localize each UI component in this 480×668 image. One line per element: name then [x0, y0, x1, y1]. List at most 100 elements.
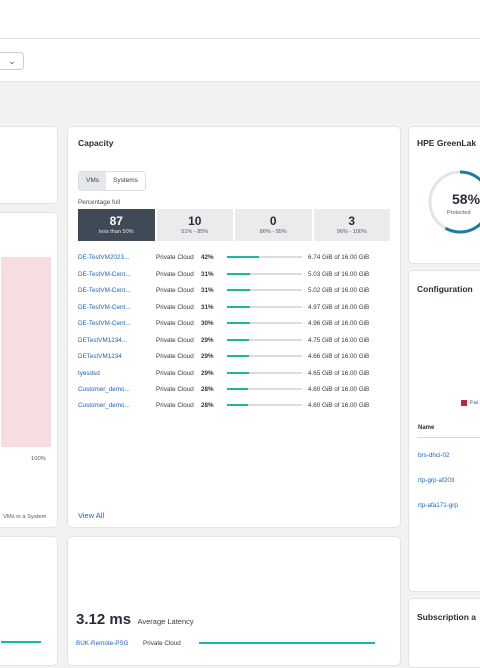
configuration-item-link[interactable]: rtp-afa171-grp: [418, 502, 458, 509]
vm-size: 4.97 GiB of 16.00 GiB: [308, 303, 370, 311]
capacity-row: DE-TestVM-Cent... Private Cloud 31% 5.03…: [78, 268, 390, 280]
header-divider: [417, 437, 480, 438]
usage-bar-fill: [227, 289, 251, 291]
capacity-row: tyesdsd Private Cloud 29% 4.65 GiB of 16…: [78, 367, 390, 379]
vm-type: Private Cloud: [156, 369, 194, 377]
configuration-card: Configuration Fai Name brs-dhci-02 rtp-g…: [408, 270, 480, 592]
vm-name-link[interactable]: DE-TestVM-Cent...: [78, 270, 131, 278]
vm-size: 6.74 GiB of 16.00 GiB: [308, 253, 370, 261]
bucket-51-85[interactable]: 10 51% - 85%: [156, 209, 233, 241]
vm-percent: 29%: [201, 369, 214, 377]
vm-size: 4.60 GiB of 16.00 GiB: [308, 385, 370, 393]
configuration-item-link[interactable]: brs-dhci-02: [418, 452, 450, 459]
vm-size: 4.60 GiB of 16.00 GiB: [308, 401, 370, 409]
usage-bar: [227, 355, 302, 357]
chart-caption: VMs in a System: [3, 514, 47, 520]
view-all-link[interactable]: View All: [78, 511, 105, 520]
left-top-card: [0, 126, 58, 204]
vm-percent: 28%: [201, 401, 214, 409]
chevron-down-icon: ⌄: [8, 55, 16, 66]
latency-row: BUK-Remote-PSG Private Cloud: [76, 637, 388, 649]
filter-dropdown-button[interactable]: ⌄: [0, 52, 24, 70]
latency-label: Average Latency: [137, 617, 194, 626]
usage-bar-fill: [227, 273, 251, 275]
bucket-count: 0: [269, 214, 277, 228]
vm-name-link[interactable]: DE-TestVM-Cent...: [78, 319, 131, 327]
capacity-row: DETestVM1234... Private Cloud 29% 4.75 G…: [78, 334, 390, 346]
left-bottom-card: [0, 536, 58, 666]
vm-percent: 29%: [201, 352, 214, 360]
vm-size: 4.96 GiB of 16.00 GiB: [308, 319, 370, 327]
capacity-row: Customer_demo... Private Cloud 28% 4.60 …: [78, 383, 390, 395]
latency-value: 3.12 ms: [76, 611, 132, 628]
capacity-row: DE-TestVM-Cent... Private Cloud 30% 4.96…: [78, 317, 390, 329]
subscription-title: Subscription a: [417, 612, 477, 622]
legend-label: Fai: [470, 400, 479, 406]
bucket-86-95[interactable]: 0 86% - 95%: [235, 209, 312, 241]
protection-donut-arc: [428, 170, 480, 234]
latency-value-line: 3.12 ms Average Latency: [76, 611, 194, 629]
vm-percent: 42%: [201, 253, 214, 261]
vm-type: Private Cloud: [156, 336, 194, 344]
usage-bar-fill: [227, 404, 248, 406]
legend-swatch: [461, 400, 467, 406]
latency-system-link[interactable]: BUK-Remote-PSG: [76, 639, 129, 647]
vm-percent: 29%: [201, 336, 214, 344]
percentage-full-label: Percentage full: [78, 199, 121, 206]
tab-vms[interactable]: VMs: [79, 172, 106, 190]
bucket-count: 87: [109, 214, 123, 228]
vm-name-link[interactable]: DETestVM1234: [78, 352, 122, 360]
usage-bar: [227, 322, 302, 324]
vm-size: 4.75 GiB of 16.00 GiB: [308, 336, 370, 344]
usage-bar: [227, 273, 302, 275]
vm-name-link[interactable]: DE-TestVM2023...: [78, 253, 130, 261]
vm-type: Private Cloud: [156, 286, 194, 294]
vm-name-link[interactable]: Customer_demo...: [78, 385, 130, 393]
vm-type: Private Cloud: [156, 352, 194, 360]
capacity-card: Capacity VMs Systems Percentage full 87 …: [67, 126, 401, 528]
capacity-row: DE-TestVM-Cent... Private Cloud 31% 4.97…: [78, 301, 390, 313]
top-navigation-bar: [0, 0, 480, 39]
capacity-row: DE-TestVM-Cent... Private Cloud 31% 5.02…: [78, 284, 390, 296]
greenlake-title: HPE GreenLak: [417, 138, 477, 148]
capacity-title: Capacity: [78, 138, 114, 148]
bucket-96-100[interactable]: 3 96% - 100%: [313, 209, 390, 241]
vm-percent: 31%: [201, 286, 214, 294]
axis-tick-label: 100%: [31, 456, 46, 462]
usage-bar: [227, 339, 302, 341]
latency-card: 3.12 ms Average Latency BUK-Remote-PSG P…: [67, 536, 401, 666]
filter-bar: [0, 39, 480, 82]
bucket-count: 3: [348, 214, 356, 228]
latency-bar: [199, 642, 375, 644]
usage-bar: [227, 372, 302, 374]
configuration-item-link[interactable]: rtp-grp-af203: [418, 477, 455, 484]
vm-name-link[interactable]: DETestVM1234...: [78, 336, 127, 344]
usage-bar: [227, 289, 302, 291]
vm-size: 4.66 GiB of 16.00 GiB: [308, 352, 370, 360]
vm-name-link[interactable]: DE-TestVM-Cent...: [78, 286, 131, 294]
usage-bar: [227, 306, 302, 308]
capacity-row: DETestVM1234 Private Cloud 29% 4.66 GiB …: [78, 350, 390, 362]
capacity-buckets: 87 less than 50% 10 51% - 85% 0 86% - 95…: [78, 209, 390, 241]
vm-name-link[interactable]: DE-TestVM-Cent...: [78, 303, 131, 311]
vm-size: 5.03 GiB of 16.00 GiB: [308, 270, 370, 278]
vm-type: Private Cloud: [156, 253, 194, 261]
vm-percent: 31%: [201, 303, 214, 311]
column-header-name: Name: [418, 425, 435, 431]
capacity-row: Customer_demo... Private Cloud 28% 4.60 …: [78, 399, 390, 411]
bucket-less-than-50[interactable]: 87 less than 50%: [78, 209, 155, 241]
usage-bar: [227, 256, 302, 258]
vm-type: Private Cloud: [156, 401, 194, 409]
latency-system-type: Private Cloud: [143, 639, 181, 647]
vm-name-link[interactable]: tyesdsd: [78, 369, 100, 377]
tab-systems[interactable]: Systems: [113, 177, 138, 184]
usage-bar-fill: [227, 306, 251, 308]
protected-label: Protected: [447, 210, 471, 216]
bucket-count: 10: [188, 214, 202, 228]
greenlake-card: HPE GreenLak 58% Protected: [408, 126, 480, 264]
bucket-range: 96% - 100%: [336, 229, 367, 235]
usage-bar-fill: [227, 388, 248, 390]
bucket-range: less than 50%: [98, 229, 134, 235]
vm-type: Private Cloud: [156, 319, 194, 327]
vm-name-link[interactable]: Customer_demo...: [78, 401, 130, 409]
